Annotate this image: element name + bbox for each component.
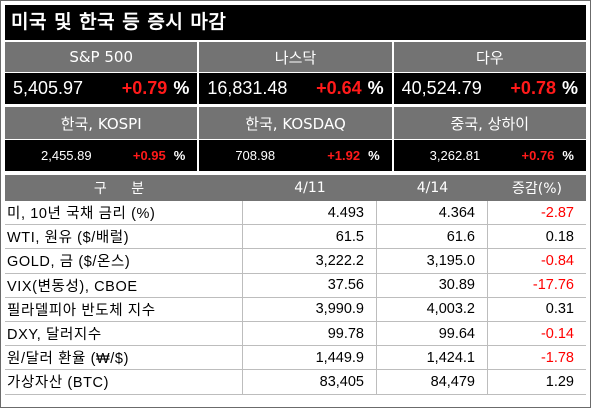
row-label: 원/달러 환율 (₩/$) bbox=[5, 346, 243, 370]
index-name-shanghai: 중국, 상하이 bbox=[393, 107, 586, 139]
column-header-date1: 4/11 bbox=[294, 180, 326, 196]
row-value-date1: 83,405 bbox=[243, 370, 377, 394]
row-value-date2: 61.6 bbox=[377, 225, 488, 249]
index-change: +0.64 bbox=[316, 78, 362, 98]
index-cell-shanghai: 3,262.81 +0.76 % bbox=[393, 140, 586, 171]
row-label: 필라델피아 반도체 지수 bbox=[5, 297, 243, 321]
index-value: 16,831.48 bbox=[207, 78, 288, 98]
percent-unit: % bbox=[561, 78, 578, 98]
index-name-dow: 다우 bbox=[393, 42, 586, 72]
index-value: 5,405.97 bbox=[13, 78, 84, 98]
asia-indices-header: 한국, KOSPI 한국, KOSDAQ 중국, 상하이 bbox=[5, 107, 586, 139]
row-value-date1: 61.5 bbox=[243, 225, 377, 249]
index-change: +1.92 bbox=[327, 148, 361, 163]
row-value-date2: 1,424.1 bbox=[377, 346, 488, 370]
percent-unit: % bbox=[562, 148, 574, 163]
row-change: 0.18 bbox=[545, 228, 574, 245]
row-value-date2: 99.64 bbox=[377, 321, 488, 346]
column-header-date2: 4/14 bbox=[416, 180, 449, 196]
index-cell-kospi: 2,455.89 +0.95 % bbox=[5, 140, 198, 171]
index-value: 708.98 bbox=[235, 148, 276, 163]
index-cell-nasdaq: 16,831.48 +0.64 % bbox=[199, 73, 392, 104]
index-name-kosdaq: 한국, KOSDAQ bbox=[199, 107, 392, 139]
row-label: GOLD, 금 ($/온스) bbox=[5, 249, 243, 273]
percent-unit: % bbox=[367, 78, 384, 98]
index-cell-kosdaq: 708.98 +1.92 % bbox=[199, 140, 392, 171]
row-value-date1: 99.78 bbox=[243, 321, 377, 346]
row-label: 미, 10년 국채 금리 (%) bbox=[5, 201, 243, 225]
index-change: +0.78 bbox=[510, 78, 556, 98]
top-indices-header: S&P 500 나스닥 다우 bbox=[5, 42, 586, 72]
row-value-date1: 4.493 bbox=[243, 201, 377, 225]
row-value-date2: 4,003.2 bbox=[377, 297, 488, 321]
table-row: GOLD, 금 ($/온스) 3,222.2 3,195.0 -0.84 bbox=[5, 249, 586, 274]
column-header-category: 구 분 bbox=[93, 181, 155, 197]
row-value-date1: 1,449.9 bbox=[243, 346, 377, 370]
table-row: 원/달러 환율 (₩/$) 1,449.9 1,424.1 -1.78 bbox=[5, 346, 586, 371]
index-name-kospi: 한국, KOSPI bbox=[5, 107, 198, 139]
row-label: VIX(변동성), CBOE bbox=[5, 273, 243, 297]
index-name-nasdaq: 나스닥 bbox=[199, 42, 392, 72]
row-change: -2.87 bbox=[540, 204, 574, 221]
row-change: 1.29 bbox=[545, 373, 574, 390]
index-name-sp500: S&P 500 bbox=[5, 42, 198, 72]
row-change: -1.78 bbox=[540, 349, 574, 366]
asia-indices-values: 2,455.89 +0.95 % 708.98 +1.92 % 3,262.81… bbox=[5, 140, 586, 171]
row-value-date1: 37.56 bbox=[243, 273, 377, 297]
row-label: DXY, 달러지수 bbox=[5, 321, 243, 346]
index-change: +0.76 bbox=[521, 148, 555, 163]
index-value: 3,262.81 bbox=[429, 148, 481, 163]
table-row: VIX(변동성), CBOE 37.56 30.89 -17.76 bbox=[5, 273, 586, 298]
table-row: 필라델피아 반도체 지수 3,990.9 4,003.2 0.31 bbox=[5, 297, 586, 322]
row-change: -0.84 bbox=[540, 252, 574, 269]
table-body: 미, 10년 국채 금리 (%) 4.493 4.364 -2.87 WTI, 원유 (… bbox=[5, 201, 586, 395]
row-value-date1: 3,222.2 bbox=[243, 249, 377, 273]
table-header: 구 분 4/11 4/14 증감(%) bbox=[5, 175, 586, 201]
index-change: +0.79 bbox=[121, 78, 168, 98]
row-label: 가상자산 (BTC) bbox=[5, 370, 243, 394]
table-row: WTI, 원유 ($/배럴) 61.5 61.6 0.18 bbox=[5, 225, 586, 250]
row-value-date2: 4.364 bbox=[377, 201, 488, 225]
table-row: 미, 10년 국채 금리 (%) 4.493 4.364 -2.87 bbox=[5, 201, 586, 226]
table-row: 가상자산 (BTC) 83,405 84,479 1.29 bbox=[5, 370, 586, 395]
index-value: 40,524.79 bbox=[401, 78, 482, 98]
percent-unit: % bbox=[173, 148, 186, 163]
index-value: 2,455.89 bbox=[41, 148, 92, 163]
index-change: +0.95 bbox=[132, 148, 166, 163]
percent-unit: % bbox=[368, 148, 380, 163]
row-label: WTI, 원유 ($/배럴) bbox=[5, 225, 243, 249]
column-header-change: 증감(%) bbox=[512, 181, 562, 197]
page-title: 미국 및 한국 등 증시 마감 bbox=[5, 5, 586, 40]
index-cell-dow: 40,524.79 +0.78 % bbox=[393, 73, 586, 104]
comparison-table: 구 분 4/11 4/14 증감(%) 미, 10년 국채 금리 (%) 4.49… bbox=[5, 175, 586, 395]
row-change: -0.14 bbox=[540, 325, 574, 342]
index-cell-sp500: 5,405.97 +0.79 % bbox=[5, 73, 198, 104]
row-value-date1: 3,990.9 bbox=[243, 297, 377, 321]
percent-unit: % bbox=[173, 78, 190, 98]
row-value-date2: 30.89 bbox=[377, 273, 488, 297]
row-change: 0.31 bbox=[545, 301, 574, 318]
table-row: DXY, 달러지수 99.78 99.64 -0.14 bbox=[5, 321, 586, 347]
row-value-date2: 84,479 bbox=[377, 370, 488, 394]
row-value-date2: 3,195.0 bbox=[377, 249, 488, 273]
top-indices-values: 5,405.97 +0.79 % 16,831.48 +0.64 % 40,52… bbox=[5, 73, 586, 104]
row-change: -17.76 bbox=[532, 277, 574, 294]
